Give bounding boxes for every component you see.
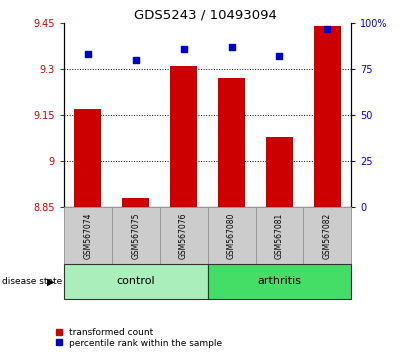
Point [324,26,331,32]
Text: control: control [116,276,155,286]
Bar [159,207,208,264]
Point [276,53,283,59]
Text: GDS5243 / 10493094: GDS5243 / 10493094 [134,9,277,22]
Text: arthritis: arthritis [257,276,302,286]
Bar [74,109,101,207]
Legend: transformed count, percentile rank within the sample: transformed count, percentile rank withi… [54,326,224,349]
Text: ▶: ▶ [47,276,55,286]
Bar [64,207,112,264]
Bar [208,207,256,264]
Bar [112,207,159,264]
Text: GSM567082: GSM567082 [323,212,332,258]
Bar [122,199,149,207]
Bar [208,264,351,299]
Bar [256,207,303,264]
Text: GSM567075: GSM567075 [131,212,140,259]
Point [132,57,139,63]
Bar [266,137,293,207]
Text: GSM567076: GSM567076 [179,212,188,259]
Point [228,44,235,50]
Point [180,46,187,52]
Bar [218,78,245,207]
Bar [171,66,197,207]
Bar [303,207,351,264]
Bar [64,264,208,299]
Text: GSM567080: GSM567080 [227,212,236,259]
Bar [314,26,341,207]
Text: disease state: disease state [2,277,62,286]
Point [84,51,91,57]
Text: GSM567081: GSM567081 [275,212,284,258]
Text: GSM567074: GSM567074 [83,212,92,259]
